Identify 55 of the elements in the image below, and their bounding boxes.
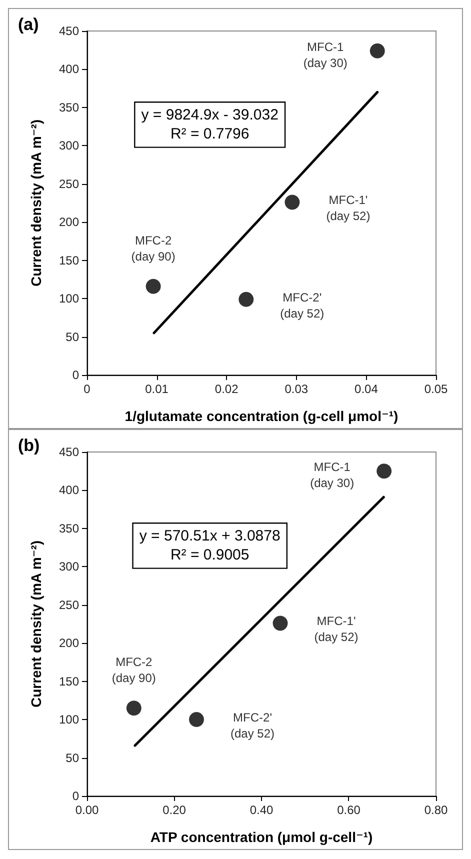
x-tick-label: 0.20 (162, 803, 186, 817)
point (284, 194, 300, 210)
x-tick-label: 0.40 (250, 803, 274, 817)
y-tick-label: 450 (58, 445, 80, 459)
annotation: MFC-2 (day 90) (112, 655, 156, 686)
annotation: MFC-1' (day 52) (326, 193, 370, 224)
y-tick-label: 400 (58, 483, 80, 498)
x-tick-label: 0.04 (354, 382, 378, 396)
x-tick-label: 0.00 (75, 803, 99, 817)
y-tick-label: 150 (58, 253, 80, 268)
chart-title: (b) (18, 436, 40, 455)
y-tick-label: 350 (58, 521, 80, 536)
x-tick-label: 0.03 (284, 382, 308, 396)
y-tick-label: 150 (58, 674, 80, 688)
y-tick-label: 250 (58, 598, 80, 612)
annotation: MFC-1 (day 30) (310, 460, 354, 490)
x-axis-title: 1/glutamate concentration (g-cell μmol⁻¹) (124, 408, 398, 424)
y-tick-label: 200 (58, 215, 80, 230)
y-tick-label: 100 (58, 712, 80, 727)
y-tick-label: 50 (66, 750, 80, 765)
annotation: MFC-2 (day 90) (131, 233, 176, 264)
x-tick-label: 0.80 (424, 803, 448, 817)
x-tick-label: 0.05 (424, 382, 448, 396)
y-axis-title: Current density (mA m⁻²) (28, 540, 44, 708)
y-tick-label: 450 (58, 24, 80, 38)
x-tick-label: 0 (84, 382, 91, 396)
y-tick-label: 0 (72, 368, 80, 382)
x-tick-label: 0.01 (145, 382, 169, 396)
point (189, 712, 204, 728)
point (370, 43, 385, 58)
point (238, 292, 254, 307)
y-tick-label: 300 (58, 560, 80, 574)
point (376, 464, 392, 479)
y-tick-label: 0 (72, 789, 80, 803)
y-tick-label: 50 (66, 330, 80, 344)
y-tick-label: 300 (58, 138, 80, 153)
y-tick-label: 400 (58, 62, 80, 76)
point (126, 700, 142, 716)
chart-title: (a) (18, 15, 39, 34)
point (272, 616, 288, 631)
y-tick-label: 100 (58, 292, 80, 306)
x-tick-label: 0.02 (214, 382, 239, 396)
annotation: MFC-1 (day 30) (303, 40, 348, 70)
y-tick-label: 350 (58, 100, 80, 114)
annotation: y = 9824.9x - 39.032 R² = 0.7796 (141, 106, 278, 143)
y-axis-title: Current density (mA m⁻²) (28, 119, 44, 287)
x-tick-label: 0.60 (337, 803, 361, 817)
annotation: MFC-2' (day 52) (280, 290, 324, 320)
point (146, 278, 161, 294)
x-axis-title: ATP concentration (μmol g-cell⁻¹) (150, 829, 373, 845)
y-tick-label: 200 (58, 636, 80, 650)
annotation: MFC-1' (day 52) (314, 614, 358, 644)
annotation: MFC-2' (day 52) (230, 710, 275, 741)
y-tick-label: 250 (58, 176, 80, 191)
annotation: y = 570.51x + 3.0878 R² = 0.9005 (139, 528, 280, 564)
